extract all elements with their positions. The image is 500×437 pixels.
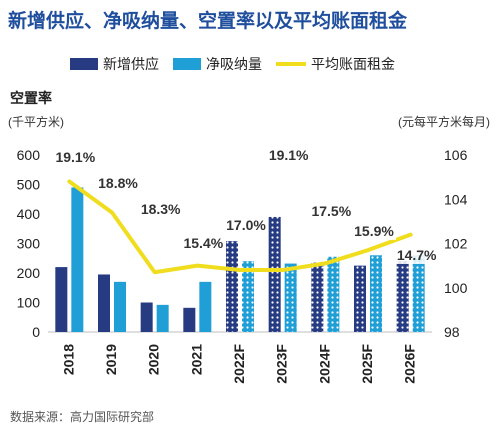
legend-item-rent: 平均账面租金 [276, 54, 395, 74]
vacancy-label: 19.1% [55, 149, 95, 165]
rent-point [239, 269, 241, 271]
rent-point [324, 262, 326, 264]
legend-label-supply: 新增供应 [103, 56, 159, 72]
vacancy-label-bg [53, 148, 98, 166]
left-tick-label: 200 [17, 265, 41, 281]
x-tick-label: 2026F [402, 344, 418, 384]
vacancy-label: 15.4% [183, 235, 223, 251]
x-tick-label: 2019 [103, 344, 119, 375]
right-axis-unit: (元每平方米每月) [398, 115, 490, 129]
vacancy-label: 18.8% [98, 175, 138, 191]
x-tick-label: 2021 [188, 344, 204, 375]
right-tick-label: 100 [444, 280, 468, 296]
bar-absorption [370, 255, 382, 332]
bar-supply [396, 261, 409, 332]
left-tick-label: 600 [17, 147, 41, 163]
right-tick-label: 104 [444, 191, 468, 207]
bar-absorption [71, 187, 84, 332]
vacancy-label: 14.7% [397, 247, 437, 263]
vacancy-label: 17.5% [311, 203, 351, 219]
legend-swatch-supply [70, 58, 98, 70]
bar-absorption [284, 263, 297, 332]
legend-item-absorption: 净吸纳量 [173, 54, 262, 74]
bar-supply [311, 262, 324, 332]
bar-supply [140, 302, 153, 332]
bar-supply [354, 265, 366, 332]
bar-supply [183, 307, 196, 332]
x-tick-label: 2018 [60, 344, 76, 375]
legend-item-supply: 新增供应 [70, 54, 159, 74]
legend-swatch-absorption [173, 58, 201, 70]
bar-absorption [156, 304, 169, 332]
x-tick-label: 2025F [359, 344, 375, 384]
bar-absorption [412, 255, 425, 332]
left-tick-label: 100 [17, 295, 41, 311]
x-tick-label: 2020 [146, 344, 162, 375]
vacancy-label-bg [138, 200, 183, 218]
vacancy-label-bg [96, 174, 140, 192]
bar-supply [268, 216, 281, 332]
x-tick-label: 2023F [274, 344, 290, 384]
right-tick-label: 106 [444, 147, 468, 163]
vacancy-label-bg [394, 246, 439, 264]
left-tick-label: 400 [17, 206, 41, 222]
legend-label-rent: 平均账面租金 [311, 56, 395, 72]
vacancy-label-bg [224, 216, 268, 234]
bar-supply [226, 241, 238, 332]
vacancy-label-bg [309, 202, 354, 220]
bar-supply [55, 267, 68, 332]
rent-point [282, 269, 284, 271]
right-tick-label: 102 [444, 236, 468, 252]
source-note: 数据来源：高力国际研究部 [10, 410, 155, 424]
bar-absorption [242, 261, 254, 332]
vacancy-label: 15.9% [354, 223, 394, 239]
vacancy-label-bg [266, 146, 311, 164]
vacancy-label: 18.3% [141, 201, 181, 217]
right-tick-label: 98 [444, 324, 460, 340]
x-tick-label: 2024F [316, 344, 332, 384]
left-tick-label: 300 [17, 236, 41, 252]
bar-absorption [114, 281, 126, 332]
left-axis-unit: (千平方米) [8, 115, 64, 129]
rent-point [154, 271, 156, 273]
vacancy-label-bg [181, 234, 226, 252]
vacancy-label: 19.1% [269, 147, 309, 163]
bar-supply [98, 274, 110, 332]
x-tick-label: 2022F [231, 344, 247, 384]
rent-point [111, 212, 113, 214]
rent-point [410, 234, 412, 236]
left-axis-title: 空置率 [10, 90, 52, 106]
bar-absorption [327, 256, 340, 332]
vacancy-label-bg [352, 222, 396, 240]
bar-absorption [199, 281, 212, 332]
legend-label-absorption: 净吸纳量 [206, 56, 262, 72]
left-tick-label: 0 [32, 324, 40, 340]
vacancy-label: 17.0% [226, 217, 266, 233]
rent-point [367, 249, 369, 251]
chart-title: 新增供应、净吸纳量、空置率以及平均账面租金 [8, 11, 408, 32]
rent-point [68, 181, 70, 183]
left-tick-label: 500 [17, 177, 41, 193]
legend: 新增供应 净吸纳量 平均账面租金 [70, 54, 395, 74]
legend-swatch-rent [276, 62, 306, 66]
rent-point [196, 265, 198, 267]
